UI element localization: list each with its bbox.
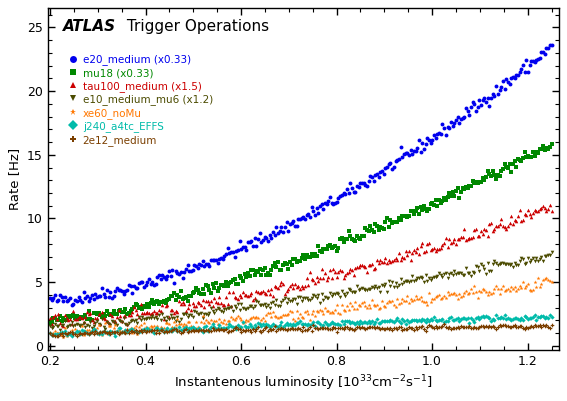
Y-axis label: Rate [Hz]: Rate [Hz] (9, 148, 22, 210)
Legend: e20_medium (x0.33), mu18 (x0.33), tau100_medium (x1.5), e10_medium_mu6 (x1.2), x: e20_medium (x0.33), mu18 (x0.33), tau100… (68, 55, 213, 146)
Text: Trigger Operations: Trigger Operations (122, 18, 269, 34)
X-axis label: Instantenous luminosity [10$^{33}$cm$^{-2}$s$^{-1}$]: Instantenous luminosity [10$^{33}$cm$^{-… (174, 373, 433, 393)
Text: ATLAS: ATLAS (63, 18, 116, 34)
